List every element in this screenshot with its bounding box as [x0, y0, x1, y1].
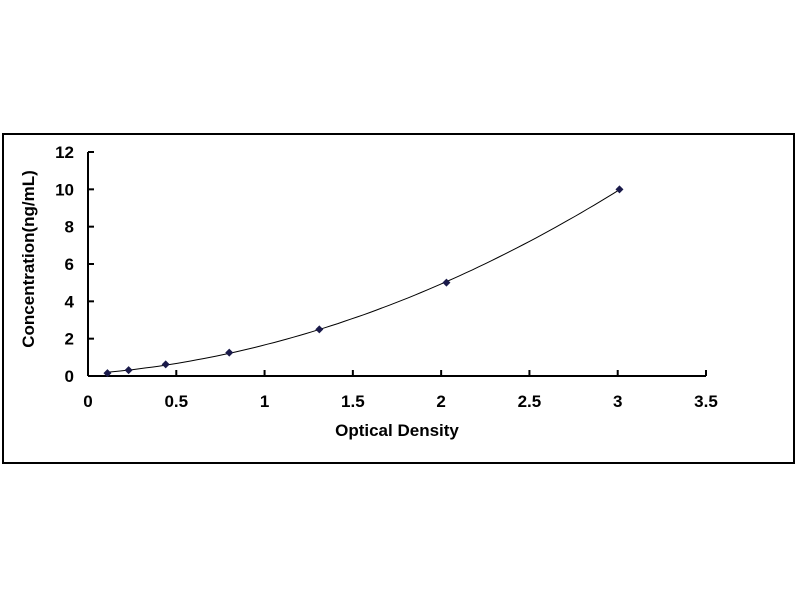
data-point	[315, 325, 324, 334]
x-tick-label: 0	[83, 392, 92, 411]
x-tick-label: 3.5	[694, 392, 718, 411]
data-point	[124, 366, 133, 375]
data-point	[615, 185, 624, 194]
y-tick-label: 12	[55, 143, 74, 162]
x-tick-label: 2	[436, 392, 445, 411]
x-tick-label: 1	[260, 392, 269, 411]
y-tick-label: 8	[65, 218, 74, 237]
data-point	[225, 348, 234, 357]
y-tick-label: 2	[65, 330, 74, 349]
data-point	[103, 369, 112, 378]
chart-frame	[2, 133, 795, 464]
y-tick-label: 0	[65, 367, 74, 386]
y-axis-title: Concentration(ng/mL)	[19, 170, 38, 348]
x-axis-title: Optical Density	[335, 421, 459, 440]
x-tick-label: 2.5	[518, 392, 542, 411]
data-point	[161, 360, 170, 369]
y-tick-label: 6	[65, 255, 74, 274]
x-tick-label: 3	[613, 392, 622, 411]
y-tick-label: 4	[65, 292, 75, 311]
data-point	[442, 278, 451, 287]
x-tick-label: 0.5	[164, 392, 188, 411]
x-tick-label: 1.5	[341, 392, 365, 411]
trend-curve	[107, 189, 620, 373]
y-tick-label: 10	[55, 180, 74, 199]
